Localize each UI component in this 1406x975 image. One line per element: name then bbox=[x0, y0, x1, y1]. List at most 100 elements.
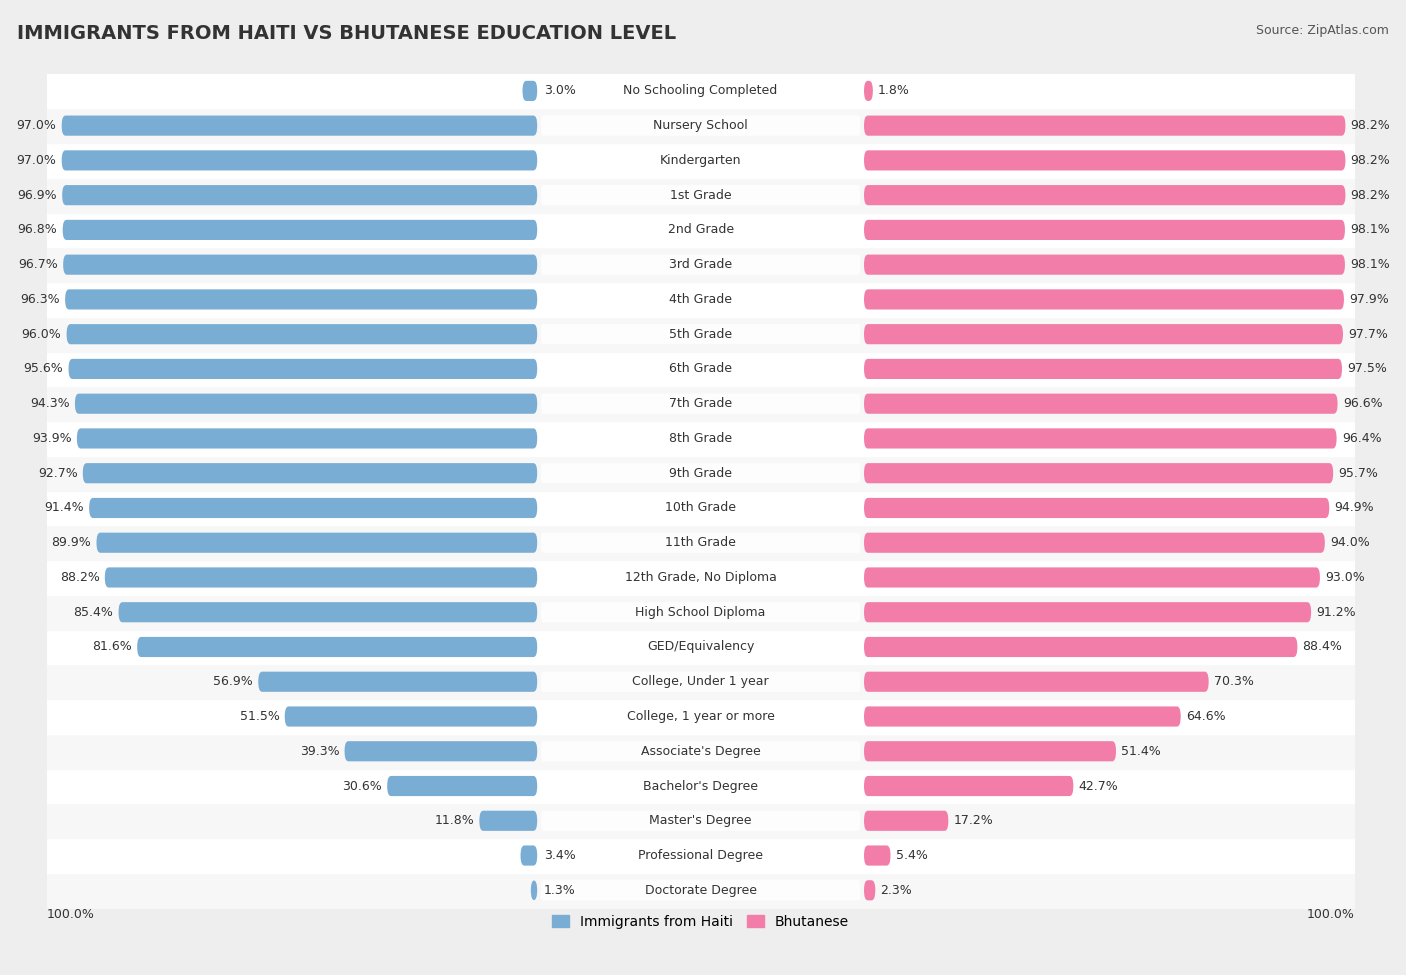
FancyBboxPatch shape bbox=[541, 637, 860, 657]
FancyBboxPatch shape bbox=[541, 672, 860, 692]
FancyBboxPatch shape bbox=[523, 81, 537, 101]
Text: 91.2%: 91.2% bbox=[1316, 605, 1355, 619]
FancyBboxPatch shape bbox=[259, 672, 537, 692]
FancyBboxPatch shape bbox=[77, 428, 537, 448]
FancyBboxPatch shape bbox=[865, 219, 1346, 240]
FancyBboxPatch shape bbox=[865, 845, 890, 866]
FancyBboxPatch shape bbox=[63, 219, 537, 240]
FancyBboxPatch shape bbox=[541, 150, 860, 171]
Text: 92.7%: 92.7% bbox=[38, 467, 77, 480]
FancyBboxPatch shape bbox=[865, 498, 1329, 518]
Text: 70.3%: 70.3% bbox=[1213, 676, 1254, 688]
FancyBboxPatch shape bbox=[865, 741, 1116, 761]
FancyBboxPatch shape bbox=[62, 150, 537, 171]
Text: 94.3%: 94.3% bbox=[30, 397, 70, 410]
FancyBboxPatch shape bbox=[66, 324, 537, 344]
Text: Source: ZipAtlas.com: Source: ZipAtlas.com bbox=[1256, 24, 1389, 37]
FancyBboxPatch shape bbox=[541, 603, 860, 622]
Text: 3.0%: 3.0% bbox=[544, 85, 575, 98]
FancyBboxPatch shape bbox=[541, 532, 860, 553]
Text: 8th Grade: 8th Grade bbox=[669, 432, 733, 445]
Text: 93.9%: 93.9% bbox=[32, 432, 72, 445]
FancyBboxPatch shape bbox=[865, 116, 1346, 136]
FancyBboxPatch shape bbox=[865, 359, 1341, 379]
FancyBboxPatch shape bbox=[865, 463, 1333, 484]
Text: Professional Degree: Professional Degree bbox=[638, 849, 763, 862]
Text: 98.2%: 98.2% bbox=[1351, 154, 1391, 167]
FancyBboxPatch shape bbox=[865, 150, 1346, 171]
Text: 97.5%: 97.5% bbox=[1347, 363, 1388, 375]
FancyBboxPatch shape bbox=[865, 672, 1209, 692]
Text: 30.6%: 30.6% bbox=[342, 780, 382, 793]
FancyBboxPatch shape bbox=[865, 254, 1346, 275]
Text: College, Under 1 year: College, Under 1 year bbox=[633, 676, 769, 688]
FancyBboxPatch shape bbox=[865, 290, 1344, 309]
Text: 11th Grade: 11th Grade bbox=[665, 536, 737, 549]
FancyBboxPatch shape bbox=[387, 776, 537, 797]
Text: 85.4%: 85.4% bbox=[73, 605, 114, 619]
FancyBboxPatch shape bbox=[865, 880, 876, 900]
Text: 96.7%: 96.7% bbox=[18, 258, 58, 271]
Legend: Immigrants from Haiti, Bhutanese: Immigrants from Haiti, Bhutanese bbox=[547, 909, 855, 934]
Text: 96.6%: 96.6% bbox=[1343, 397, 1382, 410]
FancyBboxPatch shape bbox=[541, 324, 860, 344]
FancyBboxPatch shape bbox=[541, 254, 860, 275]
Text: Associate's Degree: Associate's Degree bbox=[641, 745, 761, 758]
FancyBboxPatch shape bbox=[865, 810, 948, 831]
Text: 51.5%: 51.5% bbox=[239, 710, 280, 723]
FancyBboxPatch shape bbox=[541, 428, 860, 448]
Text: 88.2%: 88.2% bbox=[59, 571, 100, 584]
Text: 95.6%: 95.6% bbox=[24, 363, 63, 375]
FancyBboxPatch shape bbox=[865, 603, 1312, 622]
Text: 1st Grade: 1st Grade bbox=[669, 188, 731, 202]
FancyBboxPatch shape bbox=[865, 428, 1337, 448]
Text: 97.7%: 97.7% bbox=[1348, 328, 1388, 340]
FancyBboxPatch shape bbox=[541, 463, 860, 484]
Text: 98.1%: 98.1% bbox=[1350, 223, 1391, 236]
Text: 3rd Grade: 3rd Grade bbox=[669, 258, 733, 271]
FancyBboxPatch shape bbox=[65, 290, 537, 309]
Text: 64.6%: 64.6% bbox=[1185, 710, 1226, 723]
FancyBboxPatch shape bbox=[89, 498, 537, 518]
FancyBboxPatch shape bbox=[541, 707, 860, 726]
FancyBboxPatch shape bbox=[541, 116, 860, 136]
FancyBboxPatch shape bbox=[541, 359, 860, 379]
Text: 81.6%: 81.6% bbox=[93, 641, 132, 653]
Text: 2.3%: 2.3% bbox=[880, 883, 912, 897]
Text: 39.3%: 39.3% bbox=[299, 745, 339, 758]
Text: 98.1%: 98.1% bbox=[1350, 258, 1391, 271]
FancyBboxPatch shape bbox=[541, 81, 860, 101]
FancyBboxPatch shape bbox=[531, 880, 537, 900]
Text: 98.2%: 98.2% bbox=[1351, 188, 1391, 202]
FancyBboxPatch shape bbox=[63, 254, 537, 275]
Text: 5.4%: 5.4% bbox=[896, 849, 928, 862]
FancyBboxPatch shape bbox=[344, 741, 537, 761]
Text: 3.4%: 3.4% bbox=[544, 849, 575, 862]
FancyBboxPatch shape bbox=[138, 637, 537, 657]
Text: IMMIGRANTS FROM HAITI VS BHUTANESE EDUCATION LEVEL: IMMIGRANTS FROM HAITI VS BHUTANESE EDUCA… bbox=[17, 24, 676, 43]
Text: Master's Degree: Master's Degree bbox=[650, 814, 752, 827]
FancyBboxPatch shape bbox=[865, 532, 1324, 553]
FancyBboxPatch shape bbox=[865, 394, 1337, 413]
FancyBboxPatch shape bbox=[541, 219, 860, 240]
Text: 93.0%: 93.0% bbox=[1326, 571, 1365, 584]
FancyBboxPatch shape bbox=[83, 463, 537, 484]
Text: 2nd Grade: 2nd Grade bbox=[668, 223, 734, 236]
FancyBboxPatch shape bbox=[105, 567, 537, 588]
FancyBboxPatch shape bbox=[541, 810, 860, 831]
Text: 91.4%: 91.4% bbox=[44, 501, 84, 515]
Text: 96.4%: 96.4% bbox=[1341, 432, 1382, 445]
Text: 4th Grade: 4th Grade bbox=[669, 292, 733, 306]
FancyBboxPatch shape bbox=[62, 116, 537, 136]
Text: 17.2%: 17.2% bbox=[953, 814, 993, 827]
Text: 95.7%: 95.7% bbox=[1339, 467, 1378, 480]
Text: 9th Grade: 9th Grade bbox=[669, 467, 733, 480]
Text: 96.8%: 96.8% bbox=[18, 223, 58, 236]
FancyBboxPatch shape bbox=[541, 290, 860, 309]
Text: 42.7%: 42.7% bbox=[1078, 780, 1118, 793]
Text: College, 1 year or more: College, 1 year or more bbox=[627, 710, 775, 723]
FancyBboxPatch shape bbox=[541, 880, 860, 900]
Text: 96.3%: 96.3% bbox=[20, 292, 60, 306]
FancyBboxPatch shape bbox=[541, 845, 860, 866]
Text: 94.9%: 94.9% bbox=[1334, 501, 1374, 515]
